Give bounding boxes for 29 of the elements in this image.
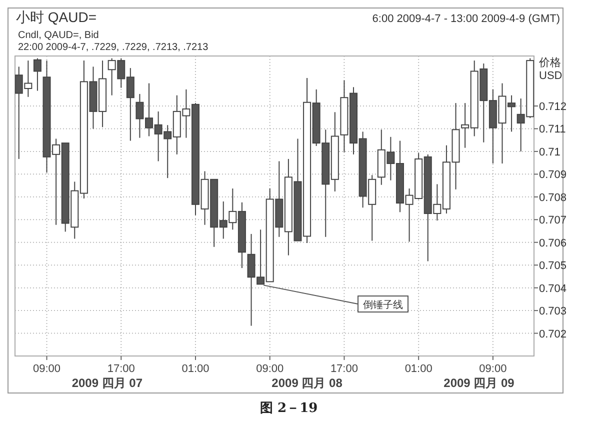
x2-tick-label: 2009 四月 09 [444,376,515,390]
x2-tick-label: 2009 四月 07 [72,376,143,390]
x-tick-label: 09:00 [256,363,284,375]
text: 22:00 2009-4-7, .7229, .7229, .7213, .7213 [18,42,209,53]
x-tick-label: 17:00 [330,363,358,375]
x-tick-label: 09:00 [479,363,507,375]
y-tick-label: 0.712 [539,101,567,113]
x-tick-label: 17:00 [107,363,135,375]
x-tick-label: 09:00 [32,363,61,375]
y-tick-label: 0.708 [539,192,567,204]
caption: 图 2－19 [260,401,318,416]
annotation: 倒锤子线 [363,299,403,311]
y-tick-label: 0.702 [539,328,567,340]
y-tick-label: 0.711 [539,124,566,136]
chart-title: 小时 QAUD= [16,9,97,25]
chart-subtitle: 6:00 2009-4-7 - 13:00 2009-4-9 (GMT) [372,13,560,25]
y-axis-title: 价格 USD [538,57,562,82]
text: Cndl, QAUD=, Bid [18,30,99,41]
x-tick-label: 01:00 [404,363,432,375]
y-tick-label: 0.707 [539,214,567,227]
y-tick-label: 0.706 [539,237,567,250]
x-tick-label: 01:00 [182,363,210,375]
y-tick-label: 0.703 [539,306,567,318]
y-tick-label: 0.705 [539,260,567,272]
y-tick-label: 0.71 [539,146,560,158]
candlestick [33,58,42,92]
x2-tick-label: 2009 四月 08 [272,376,343,390]
y-tick-label: 0.709 [539,169,567,182]
y-tick-label: 0.704 [539,282,567,295]
